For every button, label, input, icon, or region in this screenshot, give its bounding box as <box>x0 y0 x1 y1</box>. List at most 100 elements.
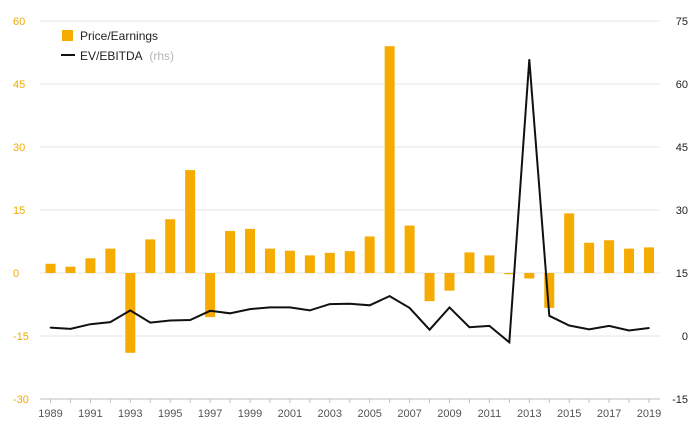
legend-label-ev-ebitda-name: EV/EBITDA <box>80 49 143 63</box>
x-tick-label: 2005 <box>357 408 381 420</box>
line-series-ev-ebitda <box>49 58 650 345</box>
point-2008 <box>428 328 431 331</box>
bar-2019 <box>644 247 654 273</box>
point-2006 <box>388 295 391 297</box>
bar-2000 <box>264 248 275 273</box>
x-tick-label: 2019 <box>637 408 661 420</box>
x-tick-label: 1993 <box>118 408 142 420</box>
point-1994 <box>149 321 152 324</box>
right-axis-ticks: 75 60 45 30 15 0 -15 <box>672 16 688 406</box>
x-axis: 1989 1991 1993 1995 1997 1999 2001 2003 2005 2007… <box>38 398 661 420</box>
bar-1990 <box>65 266 76 273</box>
bar-2009 <box>444 273 455 291</box>
point-2010 <box>468 326 471 328</box>
left-axis-tick-label: 30 <box>13 142 25 154</box>
right-axis-tick-label: -15 <box>672 394 688 406</box>
point-1989 <box>49 326 52 329</box>
x-tick-label: 2013 <box>517 408 541 420</box>
point-2015 <box>568 324 570 327</box>
x-tick-label: 1999 <box>238 408 262 420</box>
point-2012 <box>508 341 511 344</box>
bar-2004 <box>344 251 355 273</box>
left-axis-ticks: 60 45 30 15 0 -15 -30 <box>13 16 29 406</box>
bar-1999 <box>245 228 255 273</box>
point-1999 <box>249 308 251 310</box>
bar-2005 <box>364 236 375 273</box>
left-axis-tick-label: 60 <box>13 16 25 28</box>
right-axis-tick-label: 0 <box>682 331 688 343</box>
point-1992 <box>109 321 112 323</box>
bar-2001 <box>284 250 295 273</box>
x-tick-label: 1995 <box>158 408 182 420</box>
point-2000 <box>269 306 271 309</box>
point-2018 <box>628 329 630 332</box>
point-2017 <box>608 325 610 327</box>
bar-series-price-earnings <box>45 46 654 353</box>
right-axis-tick-label: 30 <box>676 205 688 217</box>
point-2016 <box>588 328 590 331</box>
right-axis-tick-label: 45 <box>676 142 688 154</box>
bar-1993 <box>125 273 136 353</box>
x-tick-label: 2017 <box>597 408 621 420</box>
legend-label-price-earnings: Price/Earnings <box>80 29 158 43</box>
bar-2006 <box>384 46 395 274</box>
bar-2014 <box>544 273 555 308</box>
bar-2016 <box>584 242 595 273</box>
point-1995 <box>169 319 171 322</box>
legend-swatch-price-earnings <box>62 30 73 41</box>
point-2014 <box>548 315 551 317</box>
point-1991 <box>89 323 92 326</box>
point-1998 <box>229 312 231 315</box>
bar-1997 <box>205 273 216 318</box>
x-tick-label: 2001 <box>278 408 302 420</box>
point-2001 <box>289 306 291 309</box>
x-tick-label: 2007 <box>397 408 421 420</box>
x-tick-label: 1991 <box>78 408 102 420</box>
left-axis-tick-label: 15 <box>13 205 25 217</box>
bar-2011 <box>484 255 495 273</box>
bar-2002 <box>304 255 315 273</box>
bar-2015 <box>564 213 575 273</box>
bar-2010 <box>464 252 475 273</box>
bar-1994 <box>145 239 156 273</box>
x-tick-label: 1997 <box>198 408 222 420</box>
bar-2013 <box>524 273 535 279</box>
bar-1992 <box>105 248 116 273</box>
point-2004 <box>348 302 351 305</box>
bar-2018 <box>624 248 635 273</box>
bar-2012 <box>504 273 515 275</box>
legend-label-ev-ebitda: EV/EBITDA (rhs) <box>80 49 174 63</box>
bar-2017 <box>604 240 615 273</box>
right-axis-tick-label: 75 <box>676 16 688 28</box>
point-2009 <box>448 306 451 309</box>
point-2002 <box>309 309 311 312</box>
bar-1998 <box>225 231 236 273</box>
x-tick-label: 2015 <box>557 408 581 420</box>
point-2007 <box>408 307 411 309</box>
right-axis-tick-label: 15 <box>676 268 688 280</box>
point-2013 <box>528 58 531 61</box>
bar-2007 <box>404 225 415 273</box>
x-tick-label: 2011 <box>478 408 502 420</box>
legend-label-ev-ebitda-suffix: (rhs) <box>149 49 174 63</box>
bar-2008 <box>424 273 435 302</box>
left-axis-tick-label: 45 <box>13 79 25 91</box>
legend: Price/Earnings EV/EBITDA (rhs) <box>61 29 174 63</box>
bar-1989 <box>45 263 56 273</box>
bar-1995 <box>165 219 176 273</box>
point-1990 <box>69 328 72 330</box>
x-tick-label: 2009 <box>437 408 461 420</box>
bar-1991 <box>85 258 96 273</box>
point-1996 <box>189 319 191 321</box>
bar-1996 <box>185 170 196 273</box>
point-2019 <box>648 327 650 329</box>
point-2003 <box>329 303 331 305</box>
point-2005 <box>368 304 371 307</box>
line-ev-ebitda <box>50 59 650 345</box>
bar-2003 <box>324 252 335 273</box>
point-2011 <box>488 325 491 327</box>
right-axis-tick-label: 60 <box>676 79 688 91</box>
point-1997 <box>209 310 211 312</box>
x-tick-label: 1989 <box>38 408 62 420</box>
left-axis-tick-label: 0 <box>13 268 19 280</box>
